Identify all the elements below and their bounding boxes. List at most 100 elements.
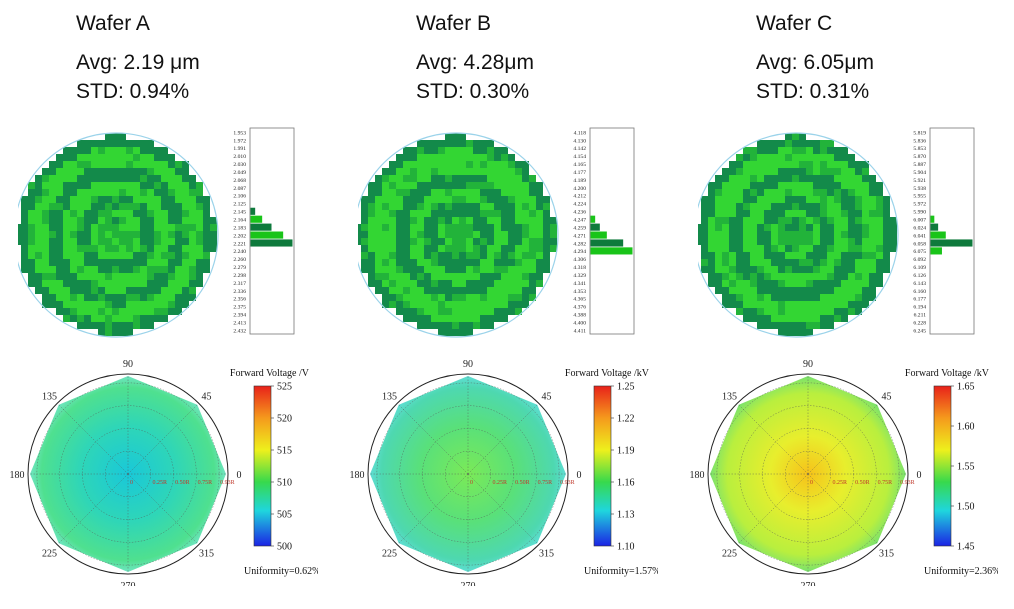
uniformity-label: Uniformity=0.62% [244,566,318,577]
wafer-map-cell [543,217,550,224]
histogram-bin-label: 4.118 [574,130,587,136]
wafer-map-cell [112,266,119,273]
wafer-map-cell [112,224,119,231]
wafer-map-cell [77,294,84,301]
wafer-map-cell [729,168,736,175]
wafer-map-cell [112,259,119,266]
wafer-map-cell [771,301,778,308]
wafer-map-cell [536,280,543,287]
wafer-map-cell [536,189,543,196]
wafer-map-cell [813,182,820,189]
wafer-map-cell [28,259,35,266]
histogram-bin-label: 2.010 [233,154,246,160]
wafer-map-cell [105,238,112,245]
wafer-map-cell [91,154,98,161]
wafer-map-cell [855,210,862,217]
wafer-map-cell [708,203,715,210]
wafer-map-cell [834,280,841,287]
wafer-map-cell [785,273,792,280]
wafer-map-cell [715,252,722,259]
wafer-map-cell [466,315,473,322]
wafer-map-cell [452,245,459,252]
wafer-map-cell [140,252,147,259]
histogram-bin-label: 4.189 [573,178,586,184]
wafer-map-cell [515,196,522,203]
wafer-map-cell [855,294,862,301]
polar-angle-label: 270 [461,581,476,586]
wafer-map-cell [841,308,848,315]
wafer-map-cell [70,287,77,294]
wafer-map-cell [161,301,168,308]
wafer-map-cell [515,161,522,168]
wafer-map-cell [161,245,168,252]
wafer-map-cell [98,231,105,238]
histogram-bin-label: 6.160 [913,289,926,295]
wafer-map-cell [91,231,98,238]
wafer-map-cell [410,266,417,273]
wafer-map-cell [168,301,175,308]
wafer-map-cell [70,154,77,161]
wafer-map-cell [820,294,827,301]
wafer-map-cell [501,273,508,280]
wafer-map-cell [778,175,785,182]
wafer-map-cell [459,273,466,280]
wafer-map-cell [417,203,424,210]
colorbar-tick-label: 500 [277,542,292,553]
wafer-map-cell [862,224,869,231]
wafer-map-cell [890,231,897,238]
wafer-map-cell [827,203,834,210]
wafer-map-cell [140,189,147,196]
wafer-map-cell [715,196,722,203]
wafer-map-cell [396,182,403,189]
wafer-map-cell [424,189,431,196]
wafer-map-cell [42,273,49,280]
wafer-map-cell [175,224,182,231]
wafer-map-cell [757,182,764,189]
wafer-map-cell [813,315,820,322]
wafer-map-cell [424,203,431,210]
wafer-map-cell [98,315,105,322]
wafer-map-cell [771,224,778,231]
histogram-bin-label: 1.991 [233,146,246,152]
wafer-map-cell [445,329,452,336]
wafer-map-cell [771,210,778,217]
wafer-map-cell [389,280,396,287]
wafer-map-cell [133,294,140,301]
wafer-map-cell [403,259,410,266]
wafer-map-cell [785,210,792,217]
wafer-map-cell [736,231,743,238]
wafer-map-cell [820,147,827,154]
wafer-map-cell [862,238,869,245]
wafer-map-cell [550,245,557,252]
wafer-map-cell [459,287,466,294]
wafer-map-cell [515,308,522,315]
wafer-map-cell [862,259,869,266]
histogram-bin-label: 5.904 [913,170,926,176]
wafer-map-cell [368,231,375,238]
wafer-map-cell [389,231,396,238]
wafer-map-cell [91,322,98,329]
wafer-map-cell [876,245,883,252]
wafer-map-cell [438,168,445,175]
wafer-map-cell [487,301,494,308]
wafer-map-cell [375,238,382,245]
wafer-map-cell [827,154,834,161]
wafer-map-cell [750,245,757,252]
wafer-map-cell [154,315,161,322]
wafer-map-cell [161,224,168,231]
wafer-map-cell [722,294,729,301]
wafer-map-cell [84,301,91,308]
wafer-map: 4.1184.1304.1424.1544.1654.1774.1894.200… [358,127,635,338]
wafer-map-cell [487,252,494,259]
histogram-bin-label: 4.247 [573,217,586,223]
wafer-map-cell [757,238,764,245]
wafer-map-cell [445,189,452,196]
wafer-map-cell [424,308,431,315]
wafer-map-cell [56,245,63,252]
wafer-map-cell [757,252,764,259]
wafer-map-cell [105,196,112,203]
wafer-map-cell [189,266,196,273]
wafer-map-cell [799,161,806,168]
wafer-map-cell [18,224,21,231]
wafer-map-cell [764,287,771,294]
